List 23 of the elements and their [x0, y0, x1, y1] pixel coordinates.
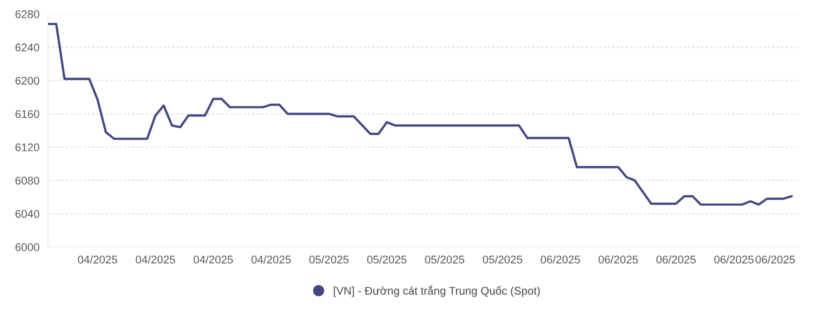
x-tick-label: 05/2025 — [425, 255, 464, 264]
x-tick-label: 06/2025 — [656, 255, 696, 264]
x-tick-label: 04/2025 — [78, 255, 118, 264]
y-tick-label: 6200 — [16, 76, 40, 85]
y-tick-label: 6040 — [16, 210, 40, 218]
y-tick-label: 6280 — [16, 10, 40, 18]
y-tick-label: 6000 — [16, 243, 40, 252]
y-tick-label: 6120 — [16, 143, 40, 152]
x-tick-label: 04/2025 — [194, 255, 233, 264]
x-tick-label: 06/2025 — [756, 255, 795, 264]
line-series — [48, 22, 793, 206]
x-tick-label: 04/2025 — [136, 255, 176, 264]
y-tick-label: 6240 — [16, 44, 40, 52]
y-tick-label: 6080 — [16, 176, 40, 185]
x-tick-label: 05/2025 — [309, 255, 349, 264]
x-tick-label: 06/2025 — [540, 255, 580, 264]
x-tick-label: 04/2025 — [251, 255, 291, 264]
legend-label: [VN] - Đường cát trắng Trung Quốc (Spot) — [334, 284, 540, 297]
x-tick-label: 06/2025 — [714, 255, 754, 264]
x-tick-label: 05/2025 — [367, 255, 406, 264]
x-tick-label: 06/2025 — [598, 255, 638, 264]
x-tick-label: 05/2025 — [482, 255, 522, 264]
y-tick-label: 6160 — [16, 110, 40, 118]
